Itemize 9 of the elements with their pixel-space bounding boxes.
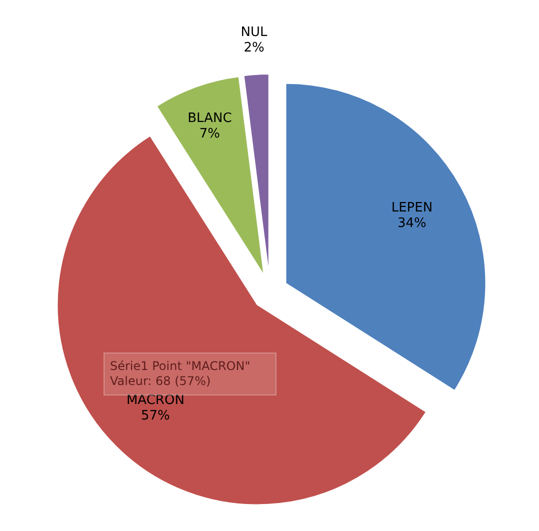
data-label: 7% <box>199 126 220 142</box>
text: Série1 Point "MACRON" Valeur: 68 (57%) <box>110 359 250 388</box>
data-label: 2% <box>244 40 264 56</box>
slice-label: MACRON <box>126 392 184 408</box>
slice-label: LEPEN <box>391 200 433 216</box>
data-label: 34% <box>398 216 426 231</box>
slice-label: NUL <box>240 24 268 40</box>
slice-label: BLANC <box>188 110 232 126</box>
data-label: 57% <box>140 408 170 424</box>
